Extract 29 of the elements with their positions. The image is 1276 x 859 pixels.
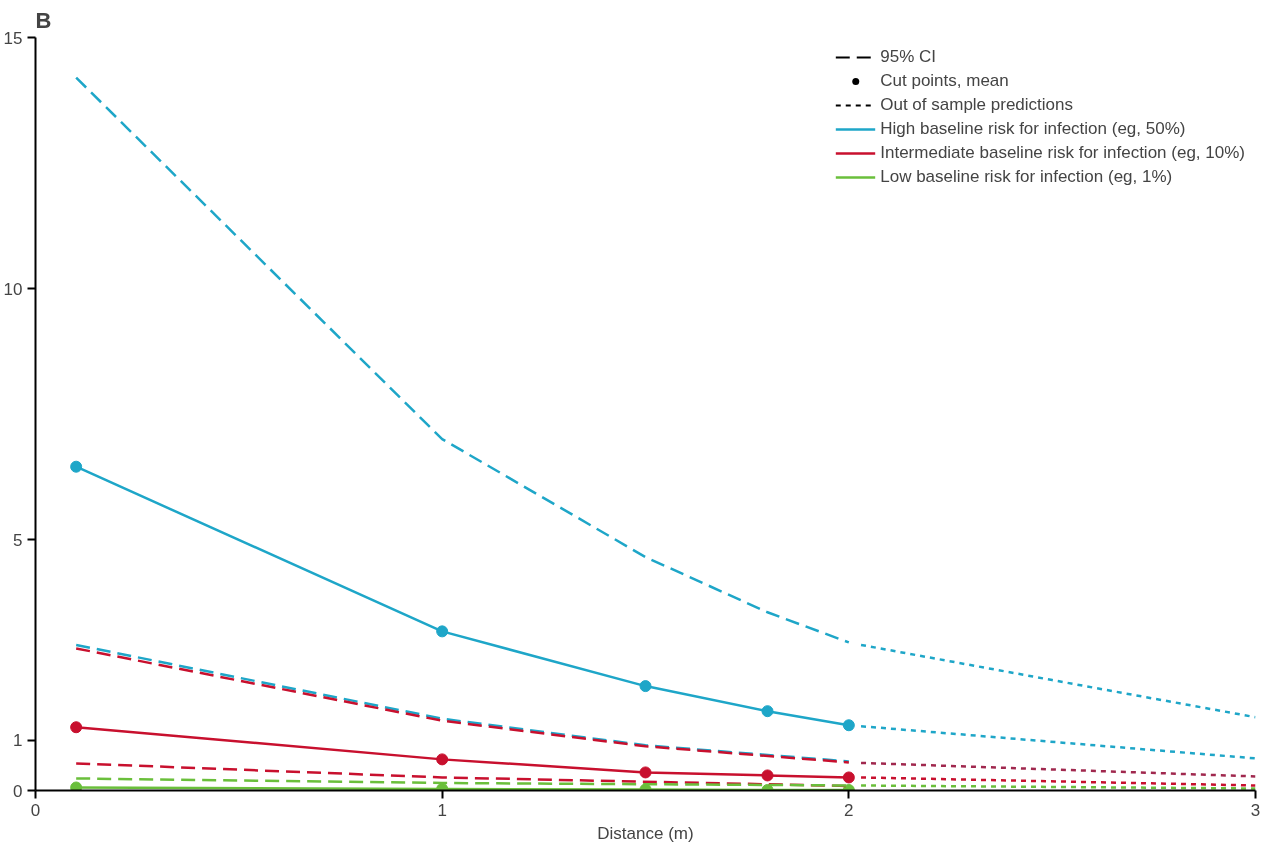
legend-label: Intermediate baseline risk for infection (eg, 10%)	[880, 143, 1245, 163]
point	[639, 680, 652, 693]
point	[70, 721, 83, 734]
line-series	[74, 76, 851, 644]
point	[436, 625, 449, 638]
point	[70, 460, 83, 473]
y-tick-label: 10	[3, 279, 23, 299]
point	[639, 766, 652, 779]
y-tick-label: 5	[13, 530, 23, 550]
x-axis-title: Distance (m)	[597, 823, 694, 843]
y-tick-label: 1	[13, 731, 23, 751]
point	[761, 769, 774, 782]
x-tick-label: 3	[1250, 800, 1261, 820]
y-tick-label: 15	[3, 28, 23, 48]
annotation: Out of sample predictions	[880, 95, 1074, 115]
point	[436, 753, 449, 766]
y-tick-label: 0	[13, 781, 23, 801]
legend-label: Low baseline risk for infection (eg, 1%)	[880, 167, 1173, 187]
point	[70, 781, 83, 791]
point	[761, 705, 774, 718]
x-tick-label: 2	[844, 800, 854, 820]
annotation: Cut points, mean	[880, 71, 1009, 91]
point	[842, 771, 855, 784]
x-tick-label: 1	[437, 800, 447, 820]
annotation: 95% CI	[880, 47, 936, 67]
x-tick-label: 0	[30, 800, 41, 820]
point	[842, 719, 855, 732]
chart-title: B	[35, 7, 52, 33]
legend-label: High baseline risk for infection (eg, 50%)	[880, 119, 1186, 139]
